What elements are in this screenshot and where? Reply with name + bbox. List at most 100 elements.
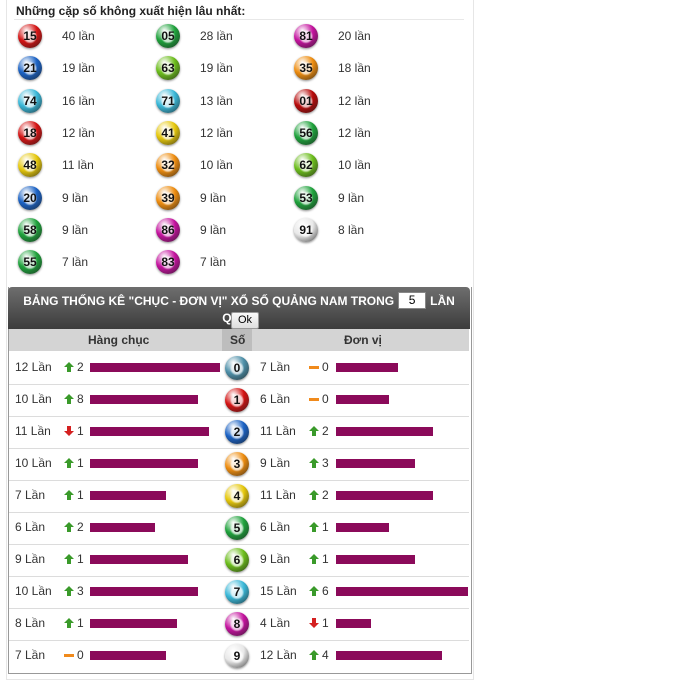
trend-icon <box>309 586 319 596</box>
row-divider <box>9 448 469 449</box>
row-divider <box>9 640 469 641</box>
change-value: 0 <box>322 360 329 374</box>
count-label: 6 Lần <box>15 520 46 534</box>
count-bar <box>336 363 398 372</box>
number-ball: 81 <box>294 24 318 48</box>
draws-input[interactable]: 5 <box>398 292 427 310</box>
count-bar <box>336 395 389 404</box>
digit-ball: 9 <box>225 644 249 668</box>
change-value: 6 <box>322 584 329 598</box>
ok-button[interactable]: Ok <box>231 312 259 329</box>
digit-ball: 5 <box>225 516 249 540</box>
number-ball: 56 <box>294 120 318 145</box>
trend-icon <box>64 522 74 532</box>
count-bar <box>336 459 416 468</box>
number-ball: 48 <box>18 153 42 178</box>
change-value: 1 <box>77 456 84 470</box>
row-divider <box>9 544 469 545</box>
trend-icon <box>309 458 319 468</box>
content-frame <box>6 0 474 680</box>
count-label: 11 Lần <box>15 424 51 438</box>
change-value: 1 <box>322 552 329 566</box>
trend-shape <box>309 490 319 500</box>
miss-count: 9 lần <box>62 222 89 237</box>
row-divider <box>9 480 469 481</box>
trend-shape <box>64 554 74 564</box>
miss-count: 18 lần <box>338 61 371 76</box>
count-label: 7 Lần <box>260 360 291 374</box>
count-bar <box>90 619 177 628</box>
change-value: 2 <box>77 360 84 374</box>
trend-icon <box>309 650 319 660</box>
miss-count: 7 lần <box>200 255 227 270</box>
count-label: 4 Lần <box>260 616 291 630</box>
trend-icon <box>309 554 319 564</box>
trend-shape <box>64 362 74 372</box>
count-bar <box>336 427 433 436</box>
trend-icon <box>309 618 319 628</box>
trend-shape <box>64 586 74 596</box>
count-label: 9 Lần <box>260 552 291 566</box>
count-bar <box>90 491 166 500</box>
row-divider <box>9 576 469 577</box>
count-label: 12 Lần <box>260 648 297 662</box>
number-ball: 20 <box>18 185 42 210</box>
miss-count: 11 lần <box>62 158 94 173</box>
miss-count: 28 lần <box>200 29 233 43</box>
column-title: Số <box>230 333 246 347</box>
number-ball: 62 <box>294 153 318 178</box>
number-ball: 05 <box>156 24 180 48</box>
miss-count: 9 lần <box>200 222 227 237</box>
trend-shape <box>309 618 319 628</box>
change-value: 2 <box>322 488 329 502</box>
trend-icon <box>309 426 319 436</box>
change-value: 1 <box>77 552 84 566</box>
trend-icon <box>64 490 74 500</box>
digit-ball: 2 <box>225 420 249 444</box>
trend-icon <box>309 398 319 401</box>
change-value: 1 <box>322 520 329 534</box>
count-bar <box>90 587 199 596</box>
number-ball: 41 <box>156 120 180 145</box>
digit-ball: 7 <box>225 580 249 604</box>
change-value: 0 <box>77 648 84 662</box>
change-value: 0 <box>322 392 329 406</box>
section-title: Những cặp số không xuất hiện lâu nhất: <box>16 4 246 18</box>
miss-count: 10 lần <box>200 158 233 173</box>
miss-count: 7 lần <box>62 255 89 270</box>
trend-shape <box>309 458 319 468</box>
miss-count: 9 lần <box>338 190 365 205</box>
count-label: 11 Lần <box>260 488 296 502</box>
number-ball: 58 <box>18 217 42 242</box>
trend-shape <box>309 586 319 596</box>
miss-count: 20 lần <box>338 29 371 43</box>
number-ball: 83 <box>156 250 180 275</box>
count-label: 7 Lần <box>15 648 46 662</box>
number-ball: 35 <box>294 56 318 81</box>
number-ball: 71 <box>156 88 180 113</box>
row-divider <box>9 512 469 513</box>
change-value: 1 <box>77 488 84 502</box>
count-bar <box>336 523 389 532</box>
number-ball: 63 <box>156 56 180 81</box>
count-label: 9 Lần <box>15 552 46 566</box>
miss-count: 12 lần <box>338 125 371 140</box>
change-value: 1 <box>77 616 84 630</box>
count-label: 15 Lần <box>260 584 297 598</box>
count-bar <box>90 459 199 468</box>
number-ball: 55 <box>18 250 42 275</box>
digit-ball: 1 <box>225 388 249 412</box>
number-ball: 32 <box>156 153 180 178</box>
count-bar <box>336 555 416 564</box>
count-label: 10 Lần <box>15 584 52 598</box>
count-bar <box>336 587 468 596</box>
row-divider <box>9 416 469 417</box>
trend-icon <box>64 554 74 564</box>
count-bar <box>90 555 188 564</box>
change-value: 3 <box>322 456 329 470</box>
trend-shape <box>309 426 319 436</box>
trend-shape <box>64 394 74 404</box>
count-label: 7 Lần <box>15 488 46 502</box>
column-title: Hàng chục <box>88 333 150 347</box>
